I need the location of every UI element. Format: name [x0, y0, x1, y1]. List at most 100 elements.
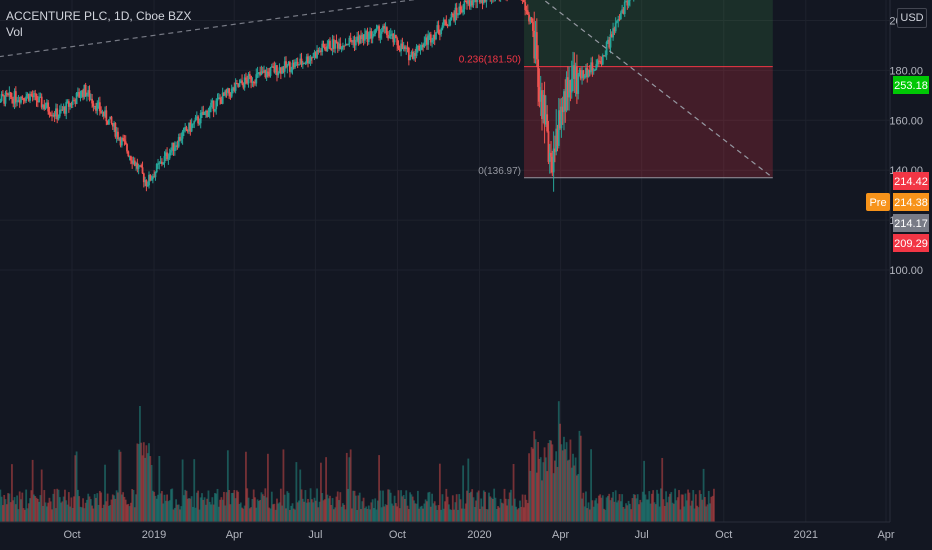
volume-bar	[612, 491, 614, 522]
volume-bar	[378, 455, 380, 522]
volume-bar	[504, 498, 507, 522]
volume-bar	[110, 499, 113, 522]
candle-body	[126, 144, 128, 152]
volume-bar	[177, 504, 180, 522]
candle-body	[9, 92, 12, 98]
candle-body	[159, 161, 162, 163]
volume-legend[interactable]: Vol	[6, 25, 23, 39]
volume-bar	[97, 504, 100, 522]
candle-body	[287, 62, 290, 65]
candle-body	[451, 13, 454, 15]
candle-body	[203, 111, 206, 115]
volume-bar	[239, 502, 242, 522]
volume-bar	[83, 508, 86, 522]
volume-bar	[564, 449, 567, 522]
volume-bar	[248, 508, 251, 522]
candle-body	[78, 92, 81, 98]
volume-bar	[265, 497, 268, 522]
time-tick-label: 2020	[467, 529, 491, 541]
currency-button[interactable]: USD	[897, 8, 927, 28]
price-tag-current: 214.42	[893, 172, 929, 190]
candle-body	[108, 119, 110, 125]
volume-bar	[369, 509, 371, 522]
volume-bar	[653, 502, 656, 522]
candle-body	[389, 34, 392, 36]
volume-bar	[49, 501, 52, 522]
volume-bar	[228, 489, 231, 522]
candle-body	[102, 111, 105, 117]
volume-bar	[65, 500, 68, 522]
candle-body	[98, 102, 101, 112]
candle-body	[424, 37, 427, 43]
candle-body	[391, 33, 393, 35]
candle-body	[216, 97, 219, 101]
volume-bar	[211, 497, 214, 522]
candle-body	[407, 47, 410, 61]
volume-bar	[45, 506, 48, 522]
candle-body	[265, 71, 268, 77]
volume-bar	[44, 502, 47, 522]
volume-bar	[58, 497, 61, 522]
volume-bar	[21, 492, 24, 522]
time-tick-label: Jul	[308, 529, 322, 541]
volume-bar	[641, 491, 644, 522]
volume-bar	[126, 504, 128, 522]
candle-body	[4, 92, 7, 104]
volume-bar	[11, 464, 13, 522]
volume-bar	[102, 504, 105, 522]
volume-bar	[563, 436, 565, 522]
candle-body	[592, 70, 595, 72]
candle-body	[423, 42, 426, 48]
volume-bar	[415, 503, 418, 522]
candle-body	[69, 103, 72, 107]
volume-bar	[219, 499, 221, 522]
candle-body	[114, 122, 117, 137]
candle-body	[398, 48, 401, 52]
volume-bar	[405, 490, 408, 522]
symbol-title[interactable]: ACCENTURE PLC, 1D, Cboe BZX	[6, 9, 192, 23]
candle-body	[363, 34, 366, 41]
candle-body	[25, 96, 28, 101]
volume-bar	[127, 503, 130, 522]
candle-body	[564, 91, 567, 111]
candle-body	[605, 42, 608, 56]
volume-bar	[133, 507, 136, 522]
volume-bar	[480, 498, 483, 522]
volume-bar	[511, 505, 514, 522]
volume-bar	[444, 501, 446, 522]
candle-body	[344, 44, 347, 46]
candle-body	[221, 92, 224, 104]
volume-bar	[104, 464, 106, 522]
volume-bar	[696, 505, 699, 522]
candle-body	[189, 122, 192, 132]
candle-body	[468, 0, 471, 7]
trend-lines[interactable]	[0, 0, 890, 179]
candle-body	[164, 152, 167, 157]
candle-body	[436, 25, 439, 33]
volume-bar	[260, 492, 263, 522]
candle-body	[242, 83, 245, 88]
candle-body	[235, 83, 238, 85]
volume-bar	[247, 497, 250, 522]
candle-body	[192, 123, 194, 125]
candle-body	[366, 31, 369, 42]
volume-bar	[357, 495, 360, 522]
volume-bar	[38, 501, 41, 522]
volume-bar	[42, 505, 44, 522]
volume-bar	[481, 506, 484, 522]
volume-bar	[31, 459, 34, 522]
candle-body	[237, 83, 240, 87]
candle-body	[52, 114, 55, 116]
volume-bar	[468, 493, 471, 522]
volume-bar	[532, 448, 534, 522]
candle-body	[16, 101, 19, 103]
volume-bar	[115, 490, 118, 522]
volume-bar	[669, 493, 671, 522]
candle-body	[458, 6, 461, 15]
candle-body	[475, 0, 477, 3]
candle-body	[229, 93, 232, 97]
candle-body	[88, 90, 91, 100]
candle-body	[277, 72, 280, 76]
volume-bar	[361, 501, 364, 522]
